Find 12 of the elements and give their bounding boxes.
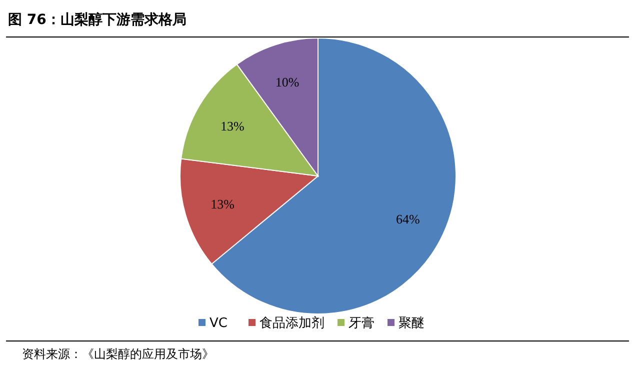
legend-label: 食品添加剂 [260,315,324,331]
pie-slice [180,158,318,264]
data-label: 64% [396,211,420,226]
chart-title: 图 76：山梨醇下游需求格局 [8,11,186,28]
pie-slice [180,64,318,176]
data-label: 13% [220,118,245,134]
data-label: 13% [210,196,235,212]
data-label: 10% [275,74,300,90]
legend-label: 聚醚 [398,316,424,331]
legend-label: 牙膏 [348,316,374,331]
text: 资料来源：《山梨醇的应用及市场》 [22,347,214,361]
legend-label: VC [210,316,228,331]
